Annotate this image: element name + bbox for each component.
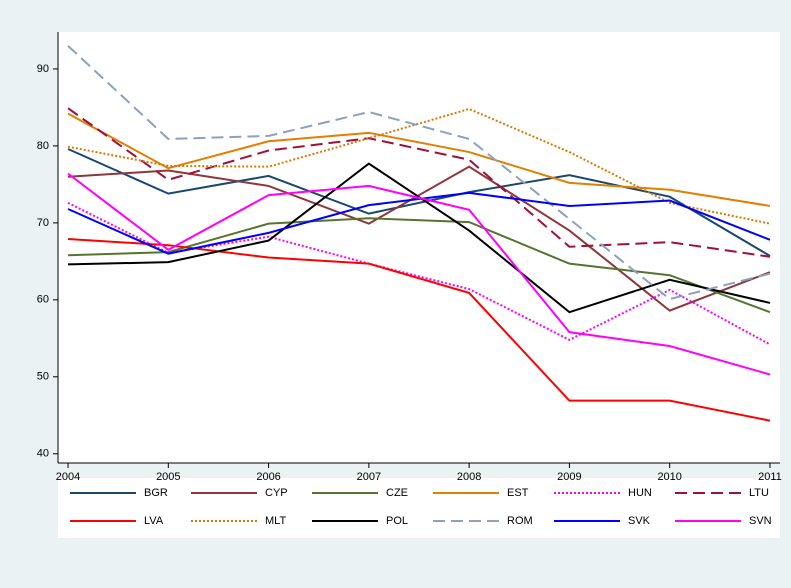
legend-label: EST — [507, 487, 529, 499]
series-line — [67, 238, 771, 422]
y-tick-label: 60 — [37, 294, 49, 306]
series-line — [67, 45, 771, 301]
y-tick-label: 80 — [37, 140, 49, 152]
legend-label: BGR — [144, 487, 168, 499]
x-tick-label: 2005 — [156, 471, 180, 483]
legend-label: MLT — [265, 515, 286, 527]
plot-area — [58, 32, 780, 463]
legend-label: SVN — [749, 515, 772, 527]
series-line — [67, 112, 771, 207]
x-tick-label: 2007 — [357, 471, 381, 483]
y-tick-label: 70 — [37, 217, 49, 229]
series-line — [67, 191, 771, 255]
x-tick-label: 2008 — [457, 471, 481, 483]
y-tick-label: 50 — [37, 371, 49, 383]
series-line — [67, 107, 771, 225]
x-tick-label: 2011 — [758, 471, 782, 483]
legend-label: CZE — [386, 487, 408, 499]
series-line — [67, 165, 771, 312]
legend-label: POL — [386, 515, 408, 527]
x-tick-label: 2006 — [256, 471, 280, 483]
legend-label: HUN — [628, 487, 652, 499]
x-tick-label: 2010 — [657, 471, 681, 483]
x-tick-label: 2004 — [56, 471, 80, 483]
legend-box — [58, 478, 780, 538]
y-tick-label: 40 — [37, 448, 49, 460]
legend-label: SVK — [628, 515, 651, 527]
series-line — [67, 172, 771, 376]
legend-label: LTU — [749, 487, 769, 499]
legend-label: ROM — [507, 515, 533, 527]
y-tick-label: 90 — [37, 63, 49, 75]
x-tick-label: 2009 — [557, 471, 581, 483]
legend-label: CYP — [265, 487, 288, 499]
legend-label: LVA — [144, 515, 164, 527]
series-line — [67, 107, 771, 258]
series-line — [67, 148, 771, 257]
